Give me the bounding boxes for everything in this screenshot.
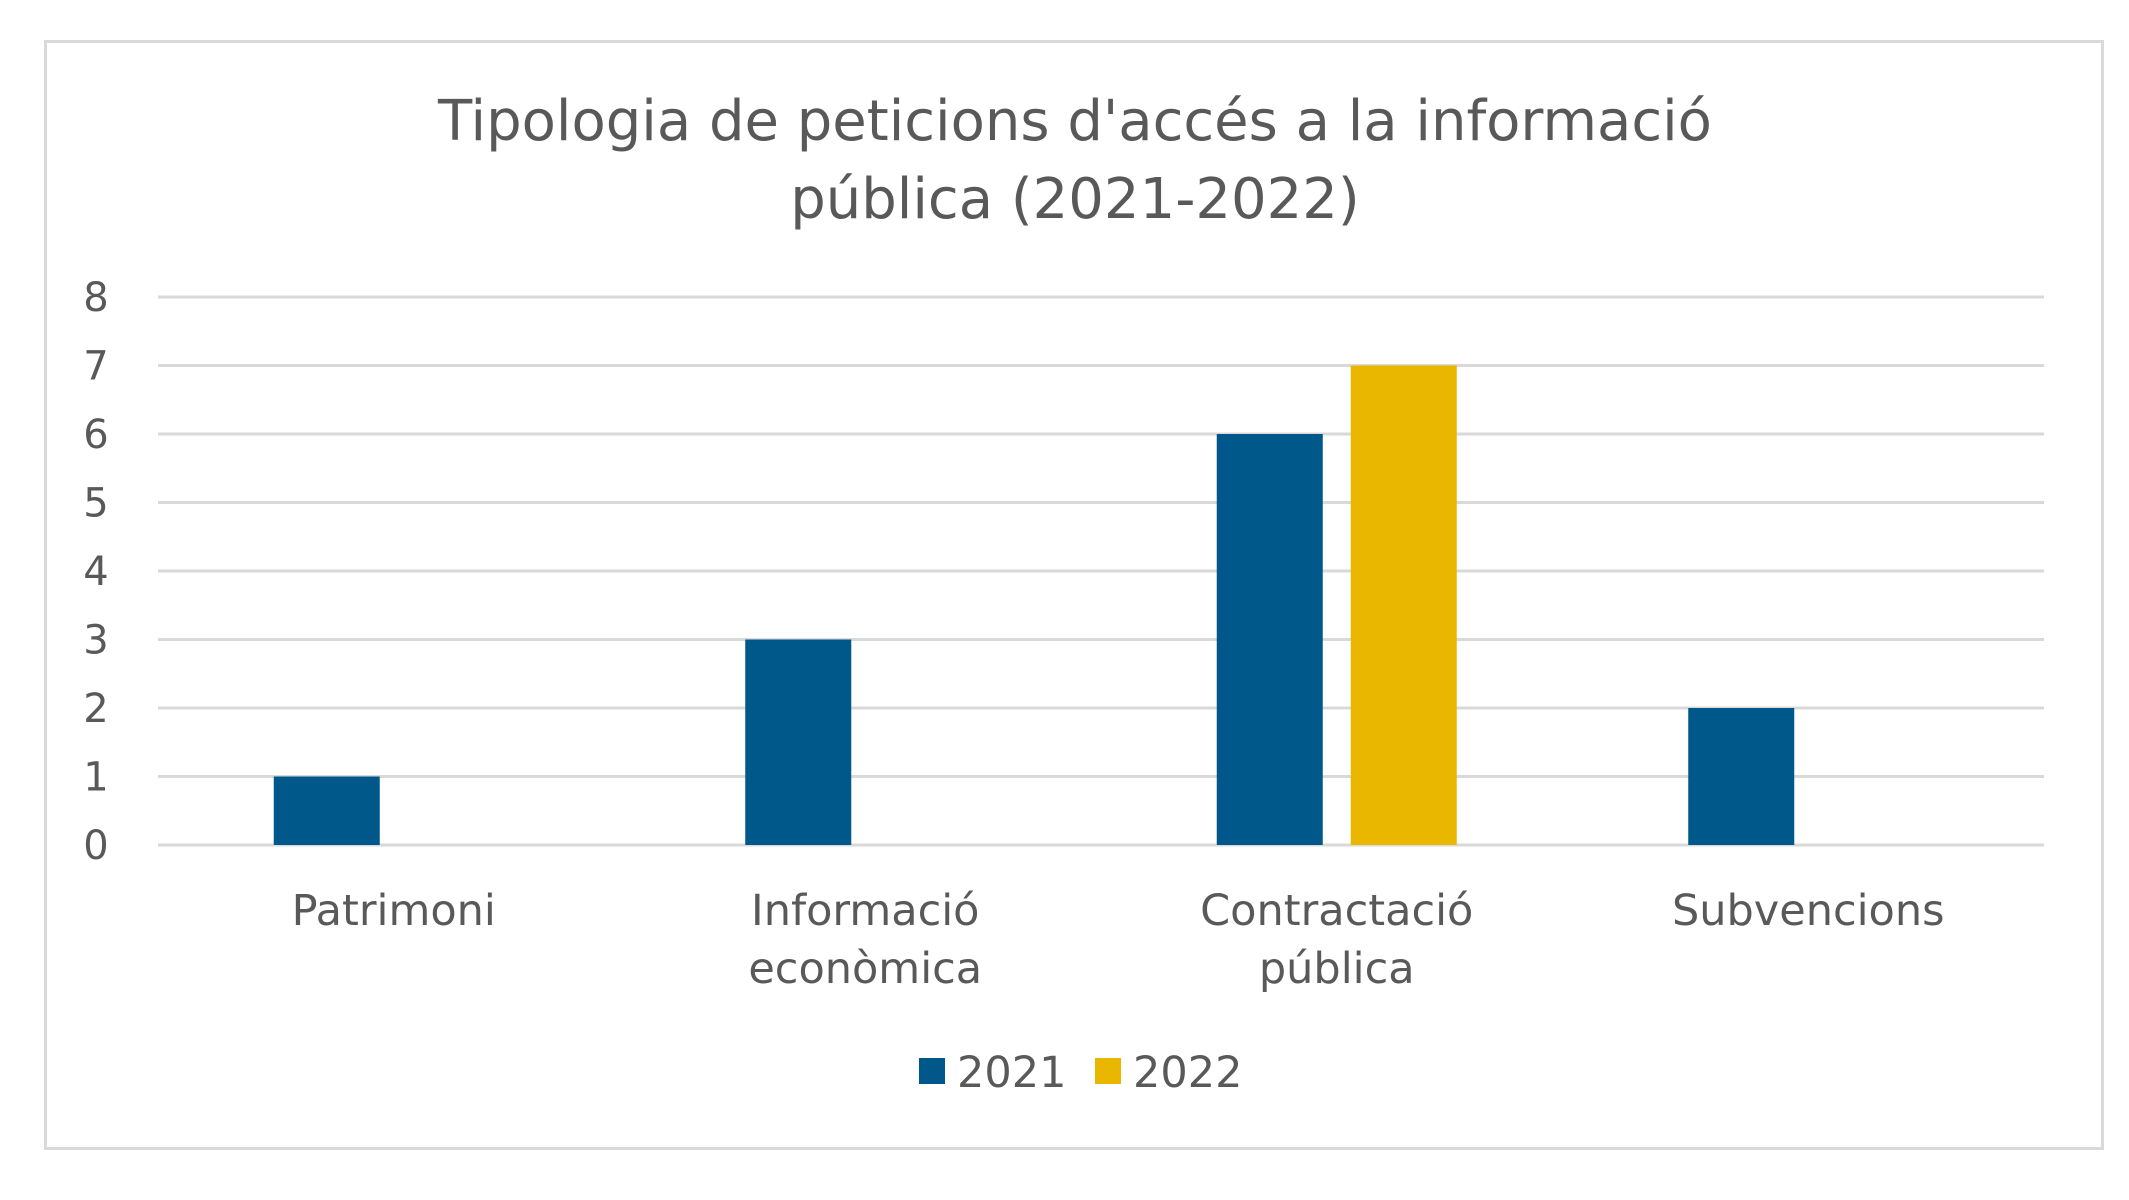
chart-title: Tipologia de peticions d'accés a la info…	[437, 89, 1712, 232]
chart-frame	[44, 40, 2104, 1150]
chart-title-line: pública (2021-2022)	[790, 167, 1360, 232]
x-category-label: Informació	[751, 886, 979, 936]
y-tick-label: 4	[83, 549, 108, 595]
bar-2022-2	[1350, 365, 1457, 845]
legend-swatch-2022	[1095, 1058, 1121, 1084]
legend: 2021 2022	[919, 1048, 1242, 1098]
bars	[273, 365, 1795, 845]
bar-2021-3	[1688, 708, 1795, 845]
legend-label-2021: 2021	[957, 1048, 1066, 1098]
x-category-label: pública	[1259, 944, 1415, 994]
y-tick-label: 5	[83, 481, 108, 527]
y-tick-label: 6	[83, 412, 108, 458]
x-category-label: Patrimoni	[292, 886, 496, 936]
bar-2021-0	[273, 776, 380, 845]
y-tick-label: 3	[83, 618, 108, 664]
y-tick-label: 2	[83, 686, 108, 732]
x-axis-category-labels: Patrimoni Informació econòmica Contractació…	[292, 886, 1945, 994]
y-axis-tick-labels: 0 1 2 3 4 5 6 7 8	[83, 275, 108, 869]
legend-swatch-2021	[919, 1058, 945, 1084]
chart-title-line: Tipologia de peticions d'accés a la info…	[437, 89, 1712, 154]
y-tick-label: 1	[83, 755, 108, 801]
bar-2021-1	[745, 639, 852, 845]
x-category-label: Subvencions	[1672, 886, 1945, 936]
x-category-label: econòmica	[748, 944, 982, 994]
bar-2021-2	[1216, 434, 1323, 845]
x-category-label: Contractació	[1200, 886, 1473, 936]
legend-label-2022: 2022	[1133, 1048, 1242, 1098]
y-tick-label: 8	[83, 275, 108, 321]
y-tick-label: 7	[83, 344, 108, 390]
y-tick-label: 0	[83, 823, 108, 869]
